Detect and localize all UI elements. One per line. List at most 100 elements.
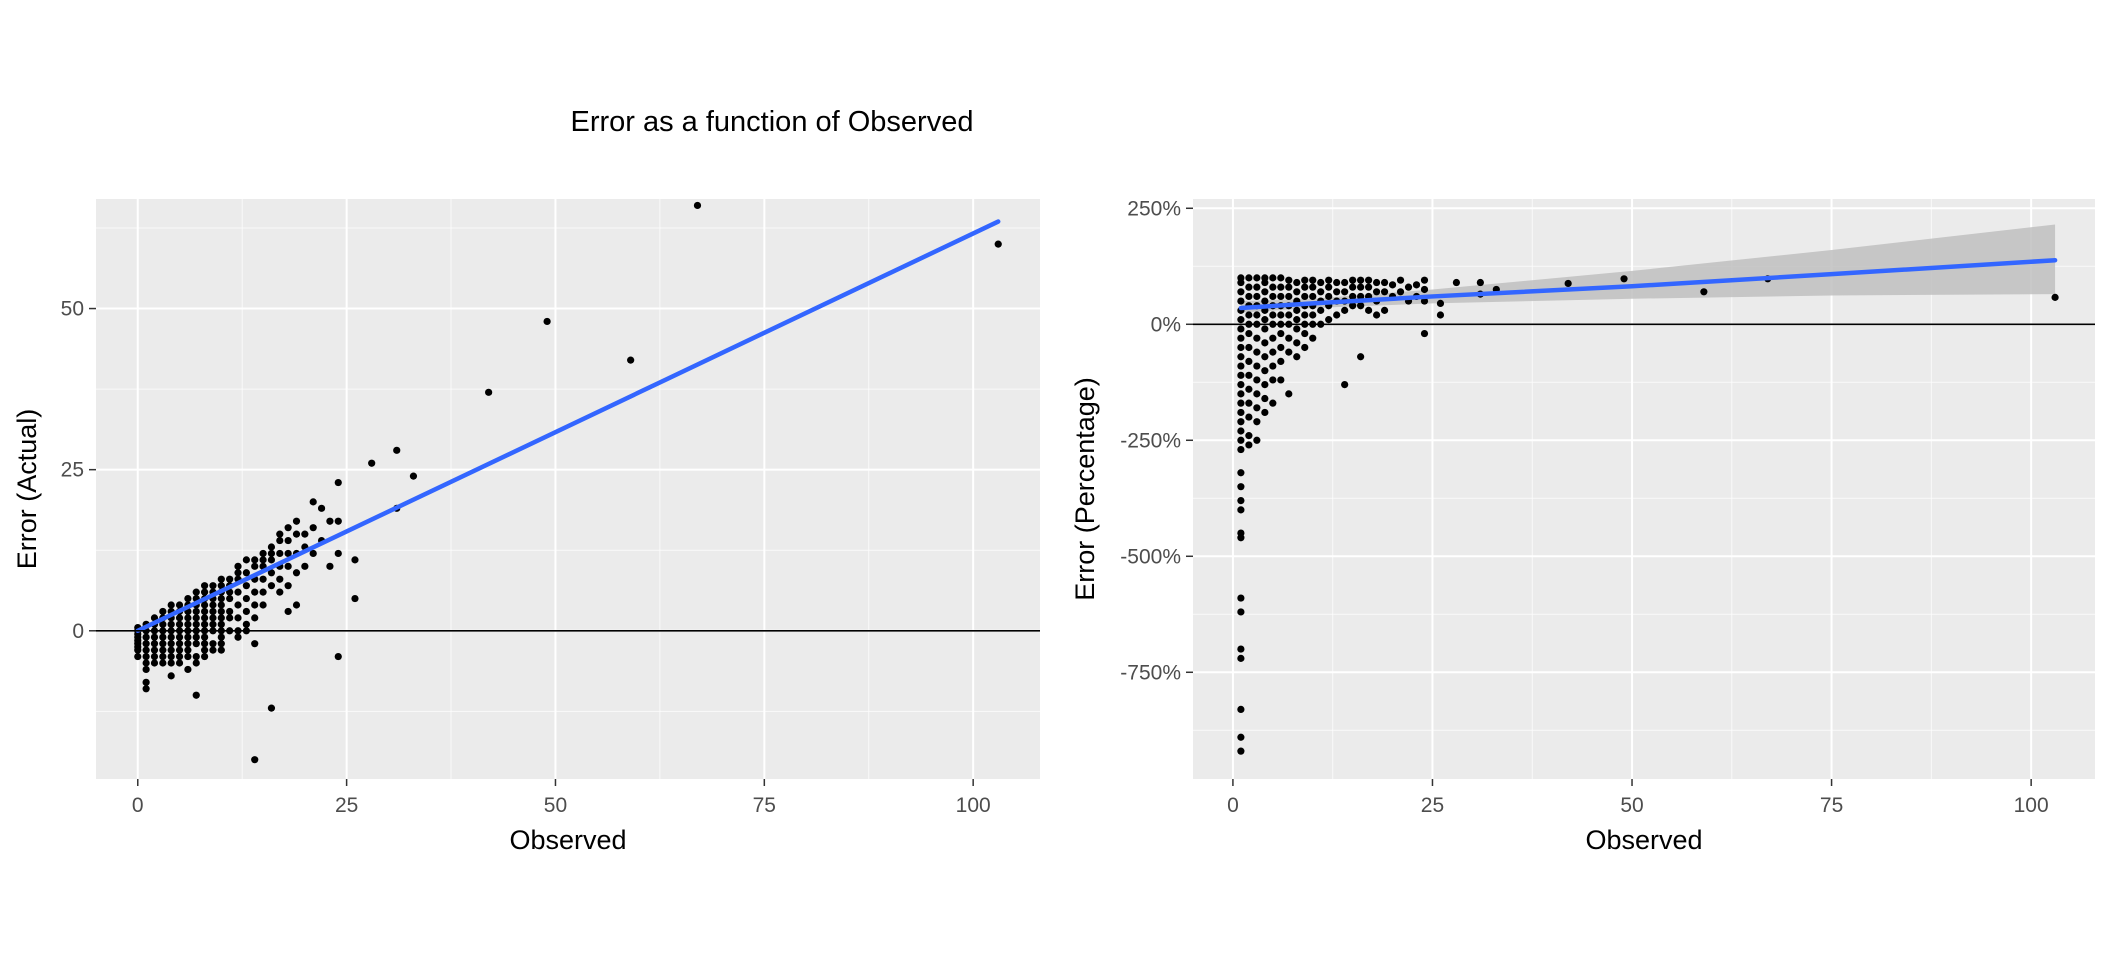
- y-tick-label: -500%: [1120, 545, 1181, 568]
- data-point: [217, 620, 225, 628]
- data-point: [1341, 381, 1349, 389]
- data-point: [1237, 381, 1245, 389]
- data-point: [1245, 385, 1253, 393]
- data-point: [1261, 408, 1269, 417]
- data-point: [251, 756, 259, 764]
- data-point: [251, 556, 259, 564]
- data-point: [184, 594, 192, 603]
- data-point: [1620, 275, 1628, 283]
- data-point: [242, 620, 250, 628]
- y-tick-label: 0: [72, 620, 84, 643]
- data-point: [226, 607, 234, 616]
- data-point: [159, 620, 167, 628]
- fit-line-path: [1238, 257, 2058, 311]
- data-point: [1237, 445, 1245, 454]
- data-point: [1253, 311, 1261, 319]
- data-point: [1341, 278, 1349, 287]
- data-point: [1285, 348, 1293, 356]
- data-point: [1261, 339, 1269, 347]
- data-point: [1285, 390, 1293, 398]
- data-point: [994, 240, 1002, 248]
- data-point: [1333, 288, 1341, 296]
- data-point: [1269, 348, 1277, 356]
- data-point: [276, 575, 284, 583]
- data-point: [317, 504, 326, 512]
- data-point: [217, 601, 225, 609]
- data-point: [259, 575, 267, 583]
- data-point: [1357, 353, 1365, 361]
- data-point: [267, 704, 276, 712]
- x-tick-label: 50: [1620, 794, 1643, 817]
- data-point: [1309, 276, 1317, 284]
- data-point: [167, 601, 175, 609]
- data-point: [184, 614, 192, 622]
- data-point: [1237, 418, 1245, 426]
- data-point: [1317, 278, 1325, 287]
- data-point: [201, 614, 209, 622]
- data-point: [1269, 376, 1277, 384]
- data-point: [1261, 353, 1269, 361]
- data-point: [1253, 404, 1261, 412]
- data-point: [142, 665, 150, 674]
- data-point: [1380, 288, 1389, 296]
- data-point: [209, 646, 217, 654]
- data-point: [175, 652, 184, 661]
- data-point: [1293, 339, 1301, 347]
- data-point: [409, 472, 418, 480]
- data-point: [226, 594, 234, 603]
- data-point: [1293, 288, 1301, 296]
- data-point: [150, 652, 159, 661]
- data-point: [1325, 283, 1333, 291]
- data-point: [1253, 390, 1261, 398]
- data-point: [276, 530, 284, 538]
- data-point: [1245, 283, 1253, 291]
- data-point: [351, 556, 359, 564]
- data-point: [184, 652, 192, 661]
- data-point: [226, 575, 234, 583]
- data-point: [1301, 292, 1309, 301]
- data-point: [1261, 316, 1269, 324]
- data-point: [1285, 334, 1293, 342]
- data-point: [1269, 334, 1277, 342]
- data-point: [292, 517, 301, 525]
- data-point: [1237, 274, 1245, 282]
- data-point: [2051, 293, 2059, 301]
- data-point: [1237, 390, 1245, 398]
- data-point: [184, 633, 192, 641]
- y-tick-label: -750%: [1120, 661, 1181, 684]
- data-point: [1237, 288, 1245, 296]
- data-point: [234, 633, 242, 641]
- data-point: [184, 640, 192, 648]
- data-point: [175, 601, 184, 609]
- data-point: [217, 607, 225, 616]
- data-point: [1365, 283, 1373, 291]
- data-point: [1237, 654, 1245, 662]
- data-point: [234, 601, 242, 609]
- data-point: [1420, 297, 1429, 305]
- data-point: [1261, 394, 1269, 403]
- data-point: [1293, 325, 1301, 333]
- data-point: [1245, 329, 1253, 338]
- data-point: [1396, 288, 1405, 296]
- data-point: [334, 549, 342, 558]
- data-point: [1245, 413, 1253, 421]
- data-point: [267, 549, 276, 558]
- data-point: [142, 633, 150, 641]
- chart-title: Error as a function of Observed: [571, 106, 974, 138]
- left-y-tick-labels: 0 25 50: [61, 298, 96, 643]
- data-point: [1269, 311, 1277, 319]
- data-point: [1237, 371, 1245, 379]
- data-point: [1357, 283, 1365, 291]
- data-point: [184, 665, 192, 674]
- left-y-axis-title: Error (Actual): [12, 409, 42, 570]
- data-point: [142, 678, 150, 686]
- data-point: [1245, 371, 1253, 379]
- data-point: [1237, 645, 1245, 653]
- data-point: [192, 640, 200, 648]
- data-point: [1253, 436, 1261, 444]
- data-point: [167, 652, 175, 661]
- data-point: [209, 620, 217, 628]
- data-point: [217, 575, 225, 583]
- data-point: [326, 562, 334, 570]
- data-point: [1357, 276, 1365, 284]
